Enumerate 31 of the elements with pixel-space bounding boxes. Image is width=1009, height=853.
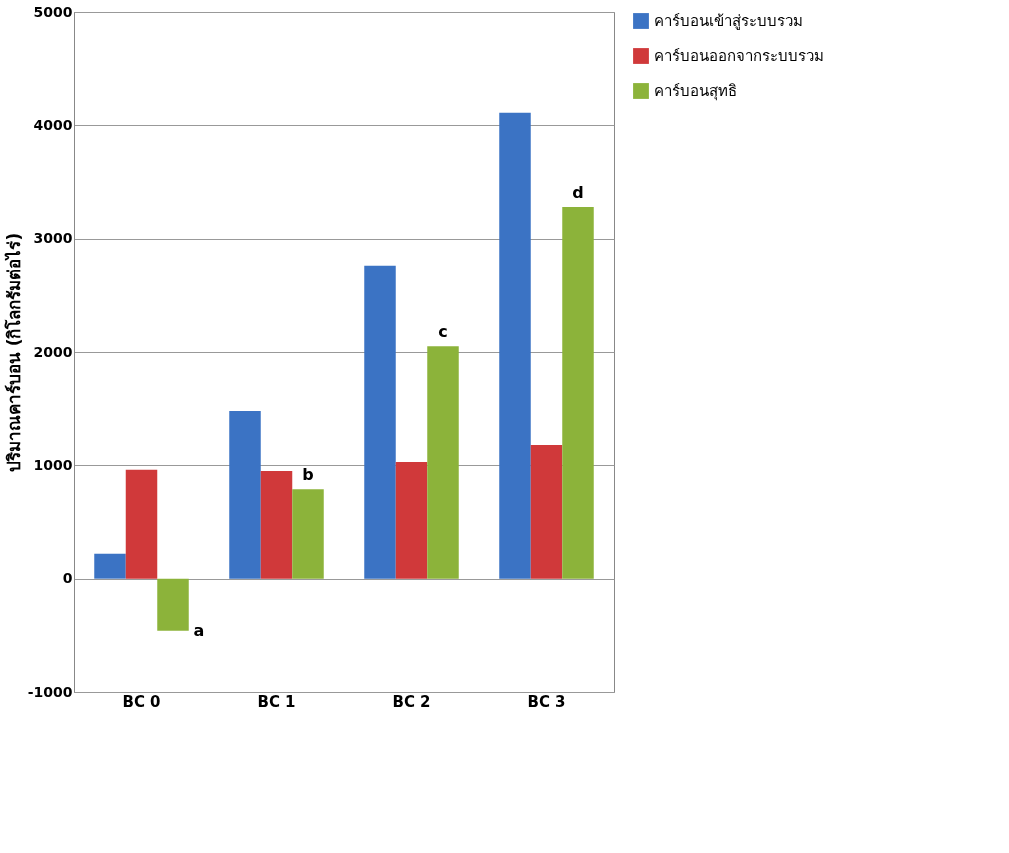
- bar: [530, 444, 563, 579]
- bar: [229, 410, 261, 579]
- bar: [94, 553, 126, 579]
- bar: [292, 489, 324, 579]
- bar: [395, 461, 428, 579]
- y-tick-label: 2000: [33, 343, 73, 360]
- x-tick-label: BC 2: [392, 692, 431, 711]
- bar: [562, 206, 594, 579]
- y-axis-title: ปริมาณคาร์บอน (กิโลกรัมต่อไร่): [3, 232, 24, 473]
- bar: [364, 265, 396, 579]
- y-tick-label: 3000: [33, 230, 73, 247]
- legend-label: คาร์บอนออกจากระบบรวม: [654, 47, 824, 65]
- y-tick-label: 0: [62, 570, 73, 587]
- x-tick-label: BC 0: [122, 692, 161, 711]
- annotation: a: [193, 620, 205, 640]
- y-tick-label: 4000: [33, 116, 73, 133]
- annotation: d: [572, 182, 584, 202]
- y-tick-label: 5000: [33, 3, 73, 20]
- bar: [157, 578, 189, 631]
- bar: [499, 112, 531, 579]
- x-tick-label: BC 3: [527, 692, 566, 711]
- legend-label: คาร์บอนสุทธิ: [654, 82, 737, 101]
- bar: [427, 346, 459, 579]
- legend-label: คาร์บอนเข้าสู่ระบบรวม: [654, 12, 803, 30]
- annotation: c: [438, 322, 448, 342]
- bar: [125, 469, 158, 579]
- y-tick-label: 1000: [33, 456, 73, 473]
- bar: [260, 471, 293, 579]
- y-tick-label: -1000: [27, 683, 73, 700]
- x-tick-label: BC 1: [257, 692, 296, 711]
- annotation: b: [302, 465, 314, 485]
